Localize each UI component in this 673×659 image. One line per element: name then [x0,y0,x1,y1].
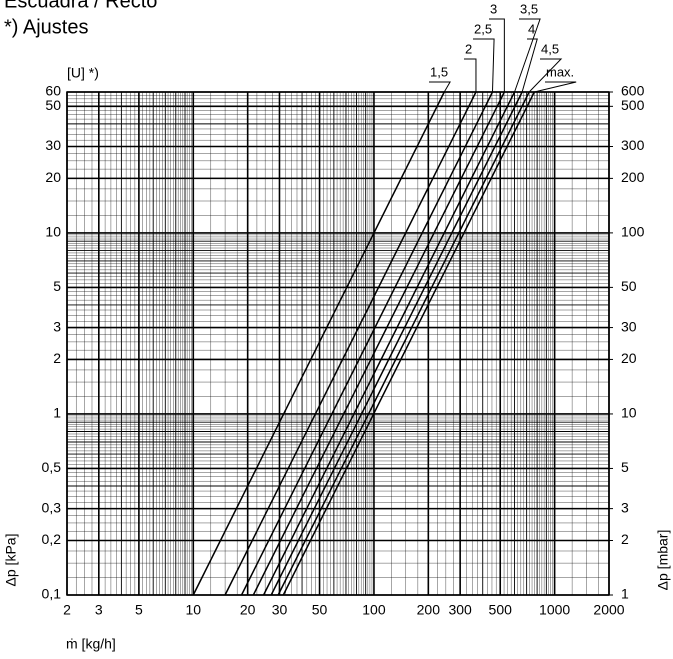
series-label: 3 [490,1,497,16]
y-tick-label: 5 [53,278,61,294]
label-leader [464,58,477,92]
y2-tick-label: 500 [621,97,645,113]
series-label: 1,5 [430,64,448,79]
series-label: [U] *) [67,65,99,81]
y-tick-label: 1 [53,405,61,421]
series-line [262,91,516,596]
label-leader [514,18,541,93]
y-tick-label: 2 [53,350,61,366]
x-tick-label: 2 [63,602,71,618]
y-tick-label: 3 [53,318,61,334]
series-label: max. [546,64,574,79]
plot-frame [66,91,610,596]
x-tick-label: 5 [135,602,143,618]
y-tick-label: 0,5 [42,459,62,475]
y-tick-label: 20 [45,169,61,185]
y2-tick-label: 100 [621,224,645,240]
y2-tick-label: 1 [621,586,629,602]
series-label: 4,5 [541,41,559,56]
series-line [240,91,494,596]
x-tick-label: 500 [489,602,513,618]
label-leader [534,81,577,93]
chart-title: Escuadra / Recto [4,0,157,12]
y2-tick-label: 600 [621,83,645,99]
y2-tick-label: 30 [621,318,637,334]
x-axis-label: ṁ [kg/h] [66,636,116,652]
y-tick-label: 60 [45,83,61,99]
y2-tick-label: 10 [621,405,637,421]
x-tick-label: 300 [448,602,472,618]
y2-tick-label: 3 [621,499,629,515]
series-line [224,91,477,596]
series-label: 2,5 [474,21,492,36]
x-tick-label: 200 [417,602,441,618]
chart-subtitle: *) Ajustes [4,16,88,38]
x-tick-label: 100 [362,602,386,618]
x-tick-label: 3 [95,602,103,618]
x-tick-label: 1000 [539,602,570,618]
y2-tick-label: 2 [621,531,629,547]
series-label: 3,5 [520,1,538,16]
series-label: 4 [528,21,535,36]
x-tick-label: 30 [272,602,288,618]
x-tick-label: 50 [312,602,328,618]
label-leader [521,38,538,93]
series-line [252,91,506,596]
label-leader [473,38,495,93]
series-line [270,91,523,596]
x-tick-label: 10 [185,602,201,618]
label-leader [429,81,451,93]
series-line [277,91,530,596]
y2-tick-label: 5 [621,459,629,475]
x-tick-label: 2000 [593,602,624,618]
y2-tick-label: 200 [621,169,645,185]
series-line [282,91,535,596]
label-leader [528,58,563,93]
y-tick-label: 10 [45,224,61,240]
series-label: 2 [465,41,472,56]
y-tick-label: 30 [45,137,61,153]
y-tick-label: 0,3 [42,499,62,515]
y-axis-label: Δp [kPa] [3,534,19,587]
y2-axis-label: Δp [mbar] [655,530,671,591]
y2-tick-label: 20 [621,350,637,366]
series-line [192,91,445,596]
y-tick-label: 0,1 [42,586,62,602]
y2-tick-label: 300 [621,137,645,153]
y-tick-label: 0,2 [42,531,62,547]
label-leader [489,18,505,92]
y2-tick-label: 50 [621,278,637,294]
x-tick-label: 20 [240,602,256,618]
y-tick-label: 50 [45,97,61,113]
